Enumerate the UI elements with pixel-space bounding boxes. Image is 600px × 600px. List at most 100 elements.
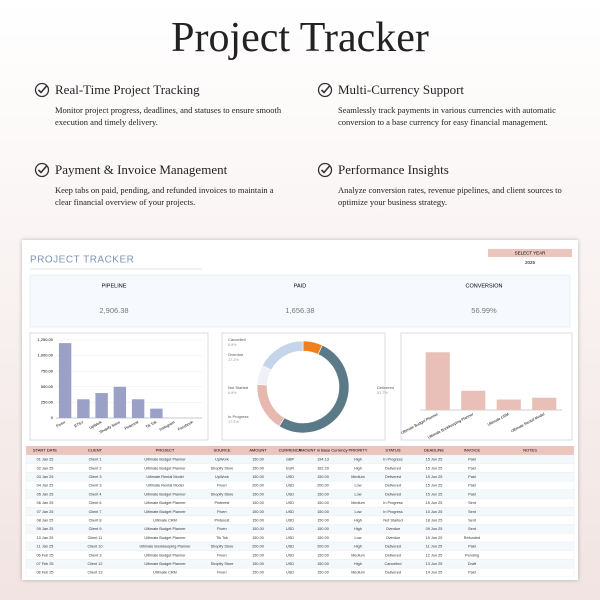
table-cell: Sent bbox=[468, 527, 477, 531]
table-cell: 15 Jun 25 bbox=[426, 492, 443, 496]
table-cell: Sent bbox=[468, 519, 477, 523]
slice-value: 6.9% bbox=[228, 391, 237, 395]
table-cell: Low bbox=[355, 484, 362, 488]
slice-label: Cancelled bbox=[228, 337, 246, 342]
table-cell: Tik Tok bbox=[216, 536, 228, 540]
table-cell: 15 Jun 25 bbox=[426, 458, 443, 462]
table-row bbox=[25, 454, 575, 464]
table-cell: 150.00 bbox=[317, 519, 329, 523]
table-cell: High bbox=[354, 562, 362, 566]
table-cell: 150.00 bbox=[317, 501, 329, 505]
table-cell: Ultimate Rental Model bbox=[146, 475, 184, 479]
bar bbox=[461, 390, 486, 410]
table-cell: 150.00 bbox=[317, 475, 329, 479]
table-cell: Medium bbox=[351, 501, 365, 505]
table-cell: Paid bbox=[468, 545, 476, 549]
table-cell: 150.00 bbox=[252, 501, 264, 505]
table-cell: 15 Jun 25 bbox=[426, 466, 443, 470]
table-cell: UpWork bbox=[215, 458, 229, 462]
kpi-label: CONVERSION bbox=[466, 283, 503, 289]
table-cell: 200.00 bbox=[317, 545, 329, 549]
table-cell: Delivered bbox=[385, 466, 401, 470]
table-cell: 150.00 bbox=[317, 527, 329, 531]
table-cell: USD bbox=[286, 484, 294, 488]
column-header: NOTES bbox=[523, 448, 537, 453]
table-row bbox=[25, 550, 575, 560]
table-cell: Ultimate CRM bbox=[153, 519, 177, 523]
table-cell: Ultimate Bookkeeping Planner bbox=[139, 545, 191, 549]
column-header: AMOUNT in Base Currency bbox=[298, 448, 347, 453]
table-cell: Sent bbox=[468, 510, 477, 514]
table-cell: Delivered bbox=[385, 545, 401, 549]
y-tick-label: 500.00 bbox=[41, 384, 54, 389]
table-header-bg bbox=[26, 446, 574, 455]
column-header: INVOICE bbox=[464, 448, 481, 453]
bar bbox=[425, 352, 450, 410]
feature: Performance Insights Analyze conversion r… bbox=[317, 162, 567, 209]
table-cell: USD bbox=[286, 545, 294, 549]
table-cell: 162.29 bbox=[317, 466, 329, 470]
kpi-value: 2,906.38 bbox=[99, 306, 128, 315]
table-cell: High bbox=[354, 458, 362, 462]
table-cell: 10 Jun 25 bbox=[426, 510, 443, 514]
feature: Payment & Invoice Management Keep tabs on… bbox=[34, 162, 284, 209]
feature: Multi-Currency Support Seamlessly track p… bbox=[317, 82, 567, 129]
table-cell: Paid bbox=[468, 571, 476, 575]
table-cell: 150.00 bbox=[252, 553, 264, 557]
table-cell: 150.00 bbox=[317, 510, 329, 514]
table-cell: Draft bbox=[468, 562, 477, 566]
table-cell: 150.00 bbox=[252, 466, 264, 470]
table-row bbox=[25, 489, 575, 499]
y-tick-label: 1,250.00 bbox=[37, 337, 53, 342]
column-header: AMOUNT bbox=[249, 448, 267, 453]
table-cell: Paid bbox=[468, 466, 476, 470]
table-cell: Ultimate Budget Planner bbox=[144, 562, 186, 566]
table-cell: 07 Feb 25 bbox=[36, 562, 53, 566]
table-row bbox=[25, 515, 575, 525]
table-cell: Client 6 bbox=[89, 501, 102, 505]
table-cell: USD bbox=[286, 527, 294, 531]
table-cell: Client 8 bbox=[89, 519, 102, 523]
table-cell: Fiverr bbox=[217, 553, 227, 557]
column-header: PROJECT bbox=[156, 448, 175, 453]
table-cell: Ultimate CRM bbox=[153, 571, 177, 575]
bar bbox=[77, 399, 90, 418]
kpi-label: PAID bbox=[294, 283, 306, 289]
slice-label: Delivered bbox=[377, 385, 394, 390]
bar bbox=[496, 399, 521, 410]
table-cell: 150.00 bbox=[317, 536, 329, 540]
column-header: START DATE bbox=[33, 448, 57, 453]
check-icon bbox=[34, 82, 50, 98]
table-cell: 200.00 bbox=[252, 484, 264, 488]
table-cell: Client 11 bbox=[88, 536, 103, 540]
table-cell: Ultimate Rental Model bbox=[146, 484, 184, 488]
slice-value: 6.9% bbox=[228, 343, 237, 347]
table-cell: Paid bbox=[468, 475, 476, 479]
table-cell: Medium bbox=[351, 553, 365, 557]
table-row bbox=[25, 524, 575, 534]
table-cell: 14 Jun 25 bbox=[426, 571, 443, 575]
feature-title: Payment & Invoice Management bbox=[55, 162, 228, 177]
table-cell: Client 3 bbox=[89, 553, 102, 557]
check-icon bbox=[317, 82, 333, 98]
table-cell: Client 2 bbox=[89, 466, 102, 470]
table-cell: Ultimate Budget Planner bbox=[144, 527, 186, 531]
feature-title: Performance Insights bbox=[338, 162, 449, 177]
bar bbox=[95, 393, 108, 418]
table-cell: Ultimate Budget Planner bbox=[144, 510, 186, 514]
x-tick-label: UpWork bbox=[89, 420, 103, 430]
table-cell: Shopify Store bbox=[211, 562, 234, 566]
table-cell: 150.00 bbox=[252, 519, 264, 523]
select-year-value[interactable]: 2025 bbox=[525, 260, 536, 265]
table-cell: Overdue bbox=[386, 527, 401, 531]
table-cell: High bbox=[354, 466, 362, 470]
feature-description: Analyze conversion rates, revenue pipeli… bbox=[338, 185, 562, 208]
table-row bbox=[25, 507, 575, 517]
table-cell: Low bbox=[355, 510, 362, 514]
feature-description: Monitor project progress, deadlines, and… bbox=[55, 105, 282, 128]
select-year-header bbox=[488, 249, 572, 257]
table-cell: 05 Jan 25 bbox=[37, 492, 54, 496]
table-cell: 150.00 bbox=[252, 492, 264, 496]
table-cell: Ultimate Budget Planner bbox=[144, 553, 186, 557]
